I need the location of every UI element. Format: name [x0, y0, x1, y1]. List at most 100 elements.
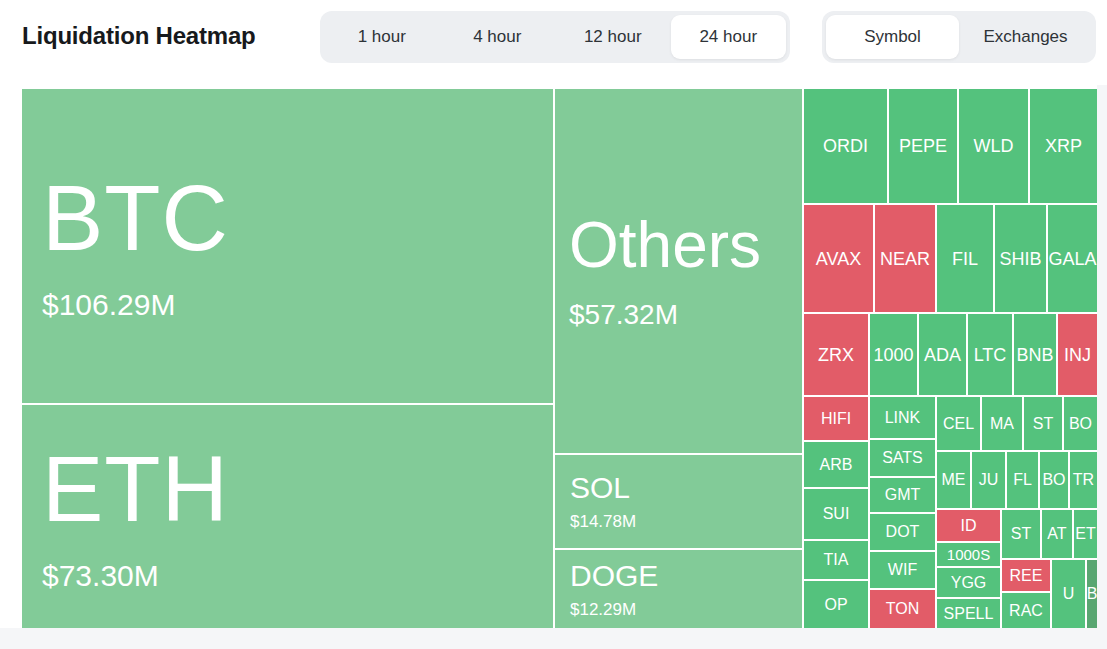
cell-symbol-label: ME [942, 472, 966, 488]
treemap-cell-bo[interactable]: BO [1064, 397, 1097, 450]
cell-value-label: $14.78M [570, 513, 636, 530]
treemap-cell-id[interactable]: ID [937, 510, 1000, 541]
treemap-cell-gmt[interactable]: GMT [870, 478, 935, 512]
treemap-cell-dot[interactable]: DOT [870, 514, 935, 550]
cell-symbol-label: PEPE [899, 137, 947, 155]
cell-symbol-label: INJ [1064, 346, 1091, 364]
cell-symbol-label: BO [1069, 416, 1092, 432]
cell-symbol-label: BTC [42, 172, 229, 264]
cell-symbol-label: 1000S [947, 547, 990, 562]
cell-symbol-label: Others [569, 213, 761, 277]
cell-symbol-label: REE [1010, 568, 1043, 584]
cell-symbol-label: ETH [42, 443, 229, 535]
cell-symbol-label: DOGE [570, 561, 658, 591]
cell-symbol-label: LINK [885, 410, 921, 426]
cell-symbol-label: GALA [1048, 250, 1096, 268]
cell-symbol-label: GMT [885, 487, 921, 503]
treemap-cell-sui[interactable]: SUI [804, 489, 868, 539]
treemap-cell-ree[interactable]: REE [1002, 560, 1050, 591]
treemap-cell-ordi[interactable]: ORDI [804, 89, 887, 203]
treemap-cell-tia[interactable]: TIA [804, 541, 868, 579]
cell-symbol-label: ZRX [818, 346, 854, 364]
cell-value-label: $12.29M [570, 601, 636, 618]
cell-value-label: $106.29M [42, 290, 175, 320]
treemap-cell-ada[interactable]: ADA [919, 314, 966, 395]
cell-symbol-label: SHIB [999, 250, 1041, 268]
treemap-cell-gala[interactable]: GALA [1048, 205, 1097, 312]
treemap-cell-op[interactable]: OP [804, 581, 868, 628]
cell-symbol-label: FL [1013, 472, 1032, 488]
cell-symbol-label: ST [1033, 416, 1053, 432]
treemap-cell-et[interactable]: ET [1074, 510, 1097, 558]
cell-symbol-label: NEAR [880, 250, 930, 268]
treemap-cell-shib[interactable]: SHIB [995, 205, 1046, 312]
treemap-cell-me[interactable]: ME [937, 452, 970, 508]
cell-value-label: $57.32M [569, 301, 678, 329]
treemap-cell-at[interactable]: AT [1042, 510, 1072, 558]
treemap-cell-spell[interactable]: SPELL [937, 599, 1000, 628]
treemap-cell-btc[interactable]: BTC $106.29M [22, 89, 553, 403]
cell-symbol-label: B [1087, 586, 1097, 602]
treemap-cell-hifi[interactable]: HIFI [804, 397, 868, 440]
treemap-cell-rac[interactable]: RAC [1002, 593, 1050, 628]
treemap-cell-near[interactable]: NEAR [875, 205, 935, 312]
cell-symbol-label: ARB [820, 457, 853, 473]
treemap-cell-ltc[interactable]: LTC [968, 314, 1012, 395]
treemap-cell-cel[interactable]: CEL [937, 397, 980, 450]
treemap-cell-fl[interactable]: FL [1007, 452, 1038, 508]
treemap-cell-u[interactable]: U [1052, 560, 1085, 628]
treemap-cell-1000[interactable]: 1000 [870, 314, 917, 395]
treemap-cell-ton[interactable]: TON [870, 590, 935, 628]
cell-symbol-label: ST [1011, 526, 1031, 542]
treemap-cell-bnb[interactable]: BNB [1014, 314, 1056, 395]
treemap-cell-ma[interactable]: MA [982, 397, 1022, 450]
treemap-cell-wif[interactable]: WIF [870, 552, 935, 588]
treemap-cell-arb[interactable]: ARB [804, 442, 868, 487]
treemap-cell-st[interactable]: ST [1002, 510, 1040, 558]
cell-symbol-label: SUI [823, 506, 850, 522]
treemap-cell-wld[interactable]: WLD [959, 89, 1028, 203]
cell-symbol-label: BO [1042, 472, 1065, 488]
treemap-cell-sats[interactable]: SATS [870, 440, 935, 476]
cell-symbol-label: WLD [974, 137, 1014, 155]
treemap-cell-inj[interactable]: INJ [1058, 314, 1097, 395]
treemap-cell-ju[interactable]: JU [972, 452, 1005, 508]
cell-symbol-label: AT [1047, 526, 1066, 542]
cell-symbol-label: XRP [1045, 137, 1082, 155]
cell-symbol-label: JU [979, 472, 999, 488]
cell-symbol-label: 1000 [873, 346, 913, 364]
cell-symbol-label: SOL [570, 473, 630, 503]
treemap-cell-sol[interactable]: SOL $14.78M [555, 455, 802, 548]
cell-symbol-label: LTC [974, 346, 1007, 364]
treemap-cell-others[interactable]: Others $57.32M [555, 89, 802, 453]
liquidation-treemap: BTC $106.29M ETH $73.30M Others $57.32M SOL $14… [0, 0, 1107, 649]
cell-symbol-label: SATS [882, 450, 923, 466]
treemap-cell-b[interactable]: B [1087, 560, 1097, 628]
cell-symbol-label: TIA [824, 552, 849, 568]
cell-symbol-label: U [1063, 586, 1075, 602]
cell-value-label: $73.30M [42, 561, 159, 591]
cell-symbol-label: ET [1075, 526, 1095, 542]
cell-symbol-label: RAC [1009, 603, 1043, 619]
cell-symbol-label: MA [990, 416, 1014, 432]
cell-symbol-label: FIL [952, 250, 978, 268]
cell-symbol-label: HIFI [821, 411, 851, 427]
cell-symbol-label: CEL [943, 416, 974, 432]
cell-symbol-label: SPELL [944, 606, 994, 622]
treemap-cell-st[interactable]: ST [1024, 397, 1062, 450]
treemap-cell-doge[interactable]: DOGE $12.29M [555, 550, 802, 628]
treemap-cell-link[interactable]: LINK [870, 397, 935, 438]
treemap-cell-xrp[interactable]: XRP [1030, 89, 1097, 203]
treemap-cell-ygg[interactable]: YGG [937, 568, 1000, 597]
treemap-cell-eth[interactable]: ETH $73.30M [22, 405, 553, 628]
treemap-cell-fil[interactable]: FIL [937, 205, 993, 312]
treemap-cell-pepe[interactable]: PEPE [889, 89, 957, 203]
treemap-cell-1000s[interactable]: 1000S [937, 543, 1000, 566]
treemap-cell-avax[interactable]: AVAX [804, 205, 873, 312]
treemap-cell-tr[interactable]: TR [1070, 452, 1097, 508]
treemap-cell-zrx[interactable]: ZRX [804, 314, 868, 395]
treemap-cell-bo[interactable]: BO [1040, 452, 1068, 508]
cell-symbol-label: WIF [888, 562, 917, 578]
cell-symbol-label: DOT [886, 524, 920, 540]
cell-symbol-label: ID [961, 518, 977, 534]
